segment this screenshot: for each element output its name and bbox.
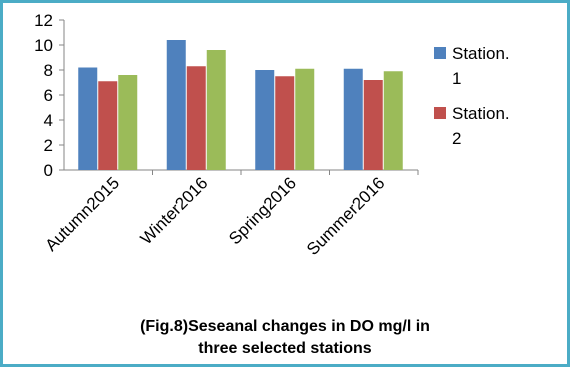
bar-2-Spring2016 — [275, 76, 295, 170]
bar-3-Summer2016 — [383, 71, 403, 170]
chart-bars — [78, 40, 403, 170]
y-tick-label: 0 — [44, 161, 53, 180]
legend-label-line1: Station. — [452, 44, 510, 63]
chart-legend: Station. 1 Station. 2 — [434, 44, 510, 148]
bar-3-Autumn2015 — [118, 75, 138, 170]
y-tick-label: 2 — [44, 136, 53, 155]
y-tick-label: 10 — [34, 36, 53, 55]
x-category-label: Winter2016 — [137, 173, 212, 248]
legend-label-line2: 2 — [452, 129, 461, 148]
legend-label-line2: 1 — [452, 69, 461, 88]
bar-3-Winter2016 — [206, 50, 226, 170]
y-tick-label: 8 — [44, 61, 53, 80]
legend-swatch — [434, 107, 446, 119]
y-axis-ticks: 0 2 4 6 8 10 12 — [34, 11, 53, 180]
bar-1-Summer2016 — [343, 68, 363, 170]
x-category-label: Spring2016 — [225, 173, 300, 248]
bar-1-Spring2016 — [255, 70, 275, 170]
x-category-label: Autumn2015 — [41, 173, 123, 255]
figure-caption-line2: three selected stations — [198, 340, 372, 357]
y-tick-label: 6 — [44, 86, 53, 105]
y-tick-label: 4 — [44, 111, 53, 130]
bar-3-Spring2016 — [295, 68, 315, 170]
x-category-label: Summer2016 — [303, 173, 389, 259]
figure-caption-line1: (Fig.8)Seseanal changes in DO mg/l in — [140, 318, 430, 335]
bar-2-Summer2016 — [363, 80, 383, 170]
bar-1-Autumn2015 — [78, 67, 98, 170]
legend-swatch — [434, 47, 446, 59]
bar-1-Winter2016 — [166, 40, 186, 170]
bar-2-Autumn2015 — [98, 81, 118, 170]
x-axis-categories: Autumn2015 Winter2016 Spring2016 Summer2016 — [41, 173, 388, 259]
y-tick-label: 12 — [34, 11, 53, 30]
legend-label-line1: Station. — [452, 104, 510, 123]
bar-2-Winter2016 — [186, 66, 206, 170]
